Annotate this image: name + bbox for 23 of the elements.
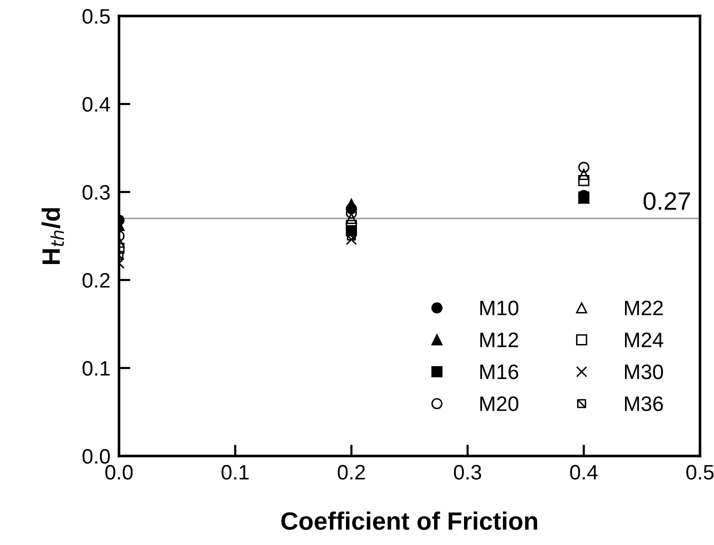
y-tick-label: 0.3 — [82, 185, 110, 200]
y-tick-label: 0.1 — [82, 361, 110, 376]
legend-label: M22 — [625, 300, 663, 316]
x-tick-label: 0.0 — [105, 464, 133, 480]
legend-label: M10 — [480, 300, 518, 316]
legend-label: M30 — [625, 364, 664, 380]
x-axis-title: Coefficient of Friction — [281, 512, 538, 530]
y-tick-label: 0.0 — [82, 449, 110, 464]
y-tick-label: 0.2 — [82, 273, 110, 288]
y-tick-label: 0.5 — [82, 9, 110, 24]
y-tick-label: 0.4 — [82, 97, 110, 112]
x-tick-label: 0.5 — [686, 464, 714, 480]
legend-label: M20 — [480, 396, 518, 412]
x-tick-label: 0.3 — [454, 464, 482, 480]
legend-label: M24 — [625, 332, 664, 348]
y-axis-title: H$_{th}$/d — [42, 208, 64, 264]
legend-label: M16 — [480, 364, 518, 380]
x-tick-label: 0.2 — [338, 464, 365, 480]
legend-label: M36 — [625, 396, 663, 412]
x-tick-label: 0.1 — [222, 464, 249, 480]
x-tick-label: 0.4 — [570, 464, 598, 480]
ref-line-label: 0.27 — [644, 192, 690, 210]
legend-label: M12 — [480, 332, 518, 348]
